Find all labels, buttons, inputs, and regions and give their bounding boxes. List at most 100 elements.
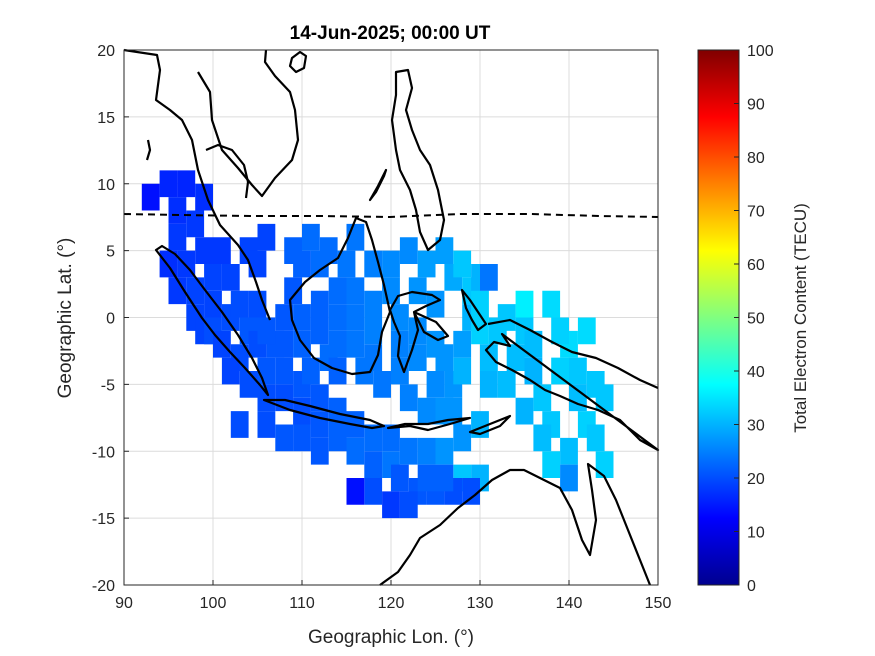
tec-cell: [204, 290, 222, 318]
x-axis-ticks: 90 100 110 120 130 140 150: [115, 580, 671, 612]
coastline-sumatra: [154, 244, 270, 397]
tec-cell: [382, 491, 400, 519]
tec-cell: [168, 223, 187, 251]
colorbar-tick-label: 80: [747, 150, 765, 167]
tec-cell: [577, 317, 596, 345]
tec-cell: [284, 277, 302, 305]
tec-cell: [399, 237, 418, 264]
tec-cell: [524, 330, 543, 358]
tec-cell: [453, 424, 472, 452]
x-tick-label: 110: [289, 595, 315, 612]
tec-cell: [346, 304, 365, 331]
tec-cell: [275, 330, 294, 358]
coastline-lesser-sunda: [386, 416, 472, 432]
tec-cell: [506, 344, 525, 371]
tec-cell: [426, 290, 445, 318]
tec-cell: [364, 317, 383, 345]
tec-cell: [453, 250, 472, 278]
tec-cell: [515, 397, 534, 425]
tec-cell: [417, 464, 436, 492]
tec-cell: [319, 237, 338, 264]
tec-cell: [480, 344, 498, 371]
tec-cell: [471, 290, 489, 318]
y-tick-label: -10: [92, 444, 115, 461]
tec-cell: [399, 437, 418, 465]
tec-cell: [204, 264, 222, 291]
tec-cell: [435, 344, 454, 371]
tec-cell: [595, 451, 614, 478]
tec-cell: [560, 437, 578, 465]
tec-cell: [364, 424, 383, 452]
tec-cell: [551, 317, 569, 345]
tec-cell: [328, 397, 347, 425]
tec-cell: [497, 304, 516, 331]
y-tick-label: 0: [106, 311, 115, 328]
tec-cell: [159, 170, 178, 198]
tec-cell: [417, 437, 436, 465]
coastline-palawan: [368, 168, 388, 202]
tec-cell: [364, 451, 383, 478]
tec-cell: [435, 437, 454, 465]
tec-cell: [408, 277, 427, 305]
colorbar-tick-label: 90: [747, 97, 765, 114]
tec-cell: [417, 250, 436, 278]
colorbar-tick-label: 20: [747, 471, 765, 488]
tec-cell: [480, 264, 498, 291]
x-tick-label: 120: [378, 595, 405, 612]
tec-cell: [426, 371, 445, 398]
tec-cell: [328, 277, 347, 305]
tec-cell: [453, 357, 472, 385]
tec-cell: [417, 397, 436, 425]
tec-cell: [248, 250, 267, 278]
colorbar-gradient: [697, 49, 740, 586]
tec-cell: [168, 197, 187, 224]
tec-cell: [346, 437, 365, 465]
coastline-mainland-se-asia: [123, 48, 272, 321]
coastline-borneo: [288, 216, 392, 376]
y-tick-label: 20: [97, 43, 115, 60]
tec-cell: [230, 411, 249, 438]
tec-cell: [302, 357, 320, 385]
tec-cell: [310, 290, 329, 318]
coastline-island-andaman: [145, 139, 152, 161]
tec-cell: [382, 250, 400, 278]
tec-cell: [275, 424, 294, 452]
tec-cell: [453, 330, 472, 358]
tec-cell: [515, 290, 534, 318]
tec-cell: [239, 371, 258, 398]
tec-cell: [293, 304, 311, 331]
tec-cell: [221, 264, 240, 291]
tec-cell: [257, 317, 276, 345]
tec-cell: [293, 424, 311, 452]
colorbar-tick-label: 0: [747, 578, 756, 595]
tec-cell: [310, 411, 329, 438]
tec-cell: [408, 344, 427, 371]
tec-cell: [524, 357, 543, 385]
tec-cell: [364, 290, 383, 318]
tec-cell: [346, 330, 365, 358]
colorbar-tick-label: 30: [747, 418, 765, 435]
tec-cell: [586, 424, 605, 452]
tec-cell: [328, 357, 347, 385]
tec-cell: [186, 210, 205, 238]
coastline-gulf-of-thailand: [205, 143, 250, 199]
coastline-halmahera: [460, 288, 488, 332]
tec-cell: [302, 223, 320, 251]
coastline-australia: [379, 462, 652, 586]
x-tick-label: 150: [645, 595, 672, 612]
tec-cell: [257, 384, 276, 412]
colorbar-ticks: 0 10 20 30 40 50 60 70 80 90 100: [734, 43, 774, 595]
colorbar-tick-label: 70: [747, 204, 765, 221]
coastline-indochina: [197, 49, 300, 198]
tec-cell: [186, 277, 205, 305]
y-tick-label: -5: [101, 377, 115, 394]
tec-cell: [177, 170, 196, 198]
coastline-timor: [468, 414, 512, 436]
tec-cell: [328, 330, 347, 358]
colorbar-tick-label: 10: [747, 525, 765, 542]
tec-cell: [310, 317, 329, 345]
y-tick-label: 10: [97, 177, 115, 194]
tec-cell: [435, 464, 454, 492]
tec-cell: [435, 397, 454, 425]
y-axis-ticks: 20 15 10 5 0 -5 -10 -15 -20: [92, 43, 129, 595]
